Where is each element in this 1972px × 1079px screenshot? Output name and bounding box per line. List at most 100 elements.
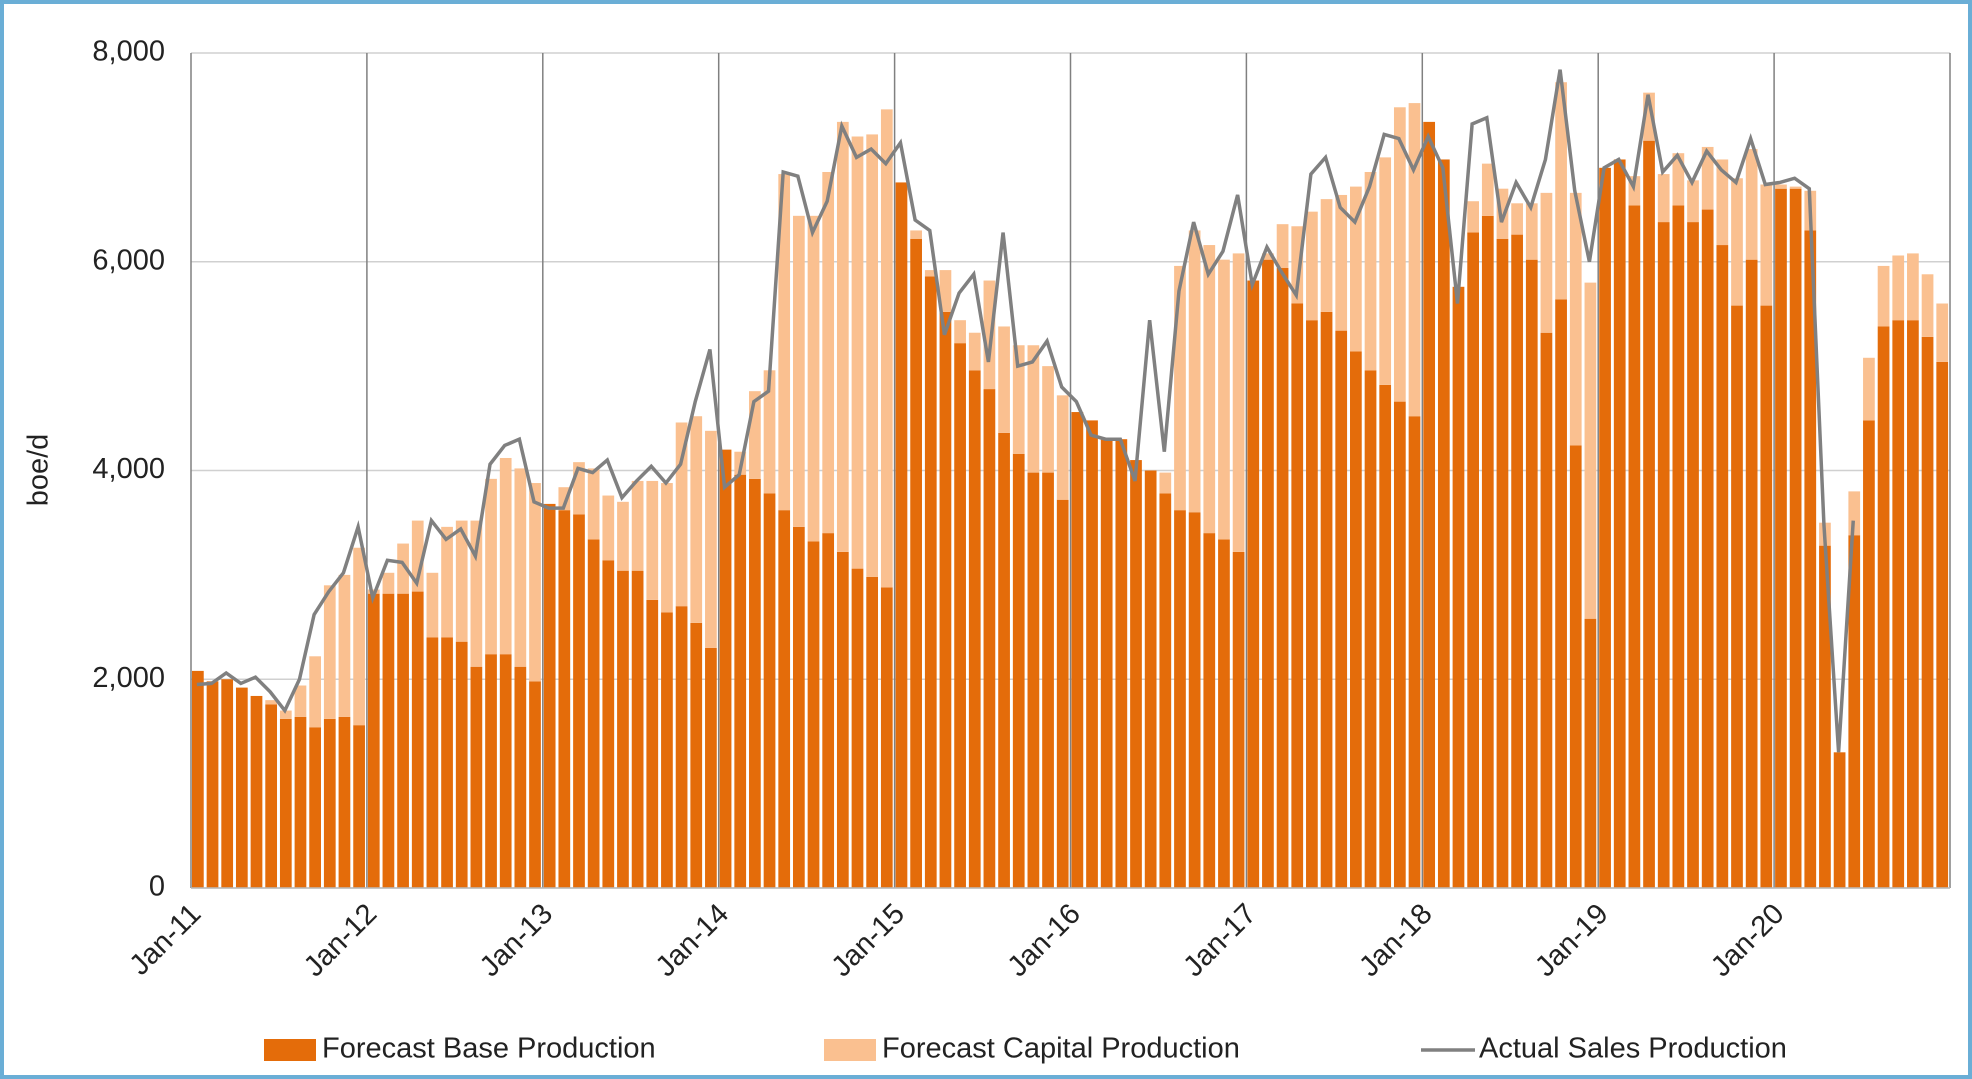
bar-segment	[323, 718, 336, 888]
bar-segment	[1540, 192, 1553, 333]
bar-segment	[382, 593, 395, 888]
bar-segment	[1027, 472, 1040, 888]
bar-segment	[1731, 178, 1743, 306]
bar-segment	[1481, 163, 1494, 216]
bar-segment	[1437, 159, 1450, 888]
bar-segment	[235, 687, 248, 888]
bar-segment	[1804, 230, 1817, 888]
bar-segment	[866, 576, 879, 888]
bar-segment	[1760, 184, 1773, 306]
bar-segment	[1159, 472, 1172, 494]
bar-segment	[1291, 303, 1304, 888]
bar-segment	[1936, 303, 1949, 362]
bar-segment	[1599, 167, 1611, 888]
bar-segment	[206, 681, 219, 888]
bar-segment	[763, 370, 776, 494]
bar-segment	[529, 483, 541, 682]
bar-segment	[485, 478, 497, 655]
bar-segment	[1042, 472, 1054, 888]
y-tick-label: 0	[149, 871, 165, 903]
bar-segment	[1613, 159, 1626, 888]
bar-segment	[1379, 157, 1392, 385]
bar-segment	[1907, 253, 1919, 321]
bar-segment	[558, 510, 571, 888]
bar-segment	[939, 270, 952, 312]
bar-segment	[294, 716, 307, 888]
bar-segment	[836, 121, 849, 552]
bar-segment	[353, 725, 365, 888]
bar-segment	[1188, 512, 1201, 888]
bar-segment	[309, 656, 321, 728]
bar-segment	[1393, 401, 1406, 888]
bar-segment	[631, 480, 644, 571]
bar-segment	[1203, 245, 1216, 534]
bar-segment	[1291, 226, 1304, 304]
bar-segment	[514, 468, 527, 667]
bar-segment	[1467, 201, 1480, 233]
bar-segment	[719, 449, 732, 888]
bar-segment	[1320, 311, 1333, 889]
bar-segment	[1819, 545, 1831, 888]
bar-segment	[514, 666, 527, 888]
bar-segment	[880, 587, 893, 888]
bar-segment	[543, 503, 556, 888]
bar-segment	[880, 109, 893, 588]
bar-segment	[1569, 192, 1582, 446]
bar-segment	[499, 457, 512, 655]
bar-segment	[675, 606, 688, 888]
bar-segment	[1423, 121, 1436, 888]
bar-segment	[1877, 326, 1890, 888]
bar-segment	[1130, 460, 1142, 888]
bar-segment	[749, 391, 761, 479]
bar-segment	[455, 520, 468, 642]
bar-segment	[983, 389, 996, 888]
bar-segment	[939, 311, 952, 889]
bar-segment	[1335, 330, 1348, 888]
bar-segment	[587, 468, 600, 540]
bar-segment	[1012, 345, 1025, 454]
bar-segment	[1525, 259, 1538, 889]
bar-segment	[807, 541, 820, 888]
bar-segment	[1936, 361, 1949, 888]
bar-segment	[250, 695, 263, 888]
bar-segment	[1555, 299, 1567, 888]
bar-segment	[646, 480, 659, 600]
bar-segment	[1159, 493, 1172, 888]
bar-segment	[1408, 103, 1421, 417]
bar-segment	[1657, 174, 1670, 223]
bar-segment	[441, 637, 453, 888]
bar-segment	[441, 526, 453, 638]
bar-segment	[1672, 153, 1685, 206]
bar-segment	[1848, 535, 1861, 888]
bar-segment	[426, 572, 439, 638]
bar-segment	[1672, 205, 1685, 888]
bar-segment	[1144, 470, 1157, 888]
bar-segment	[265, 704, 278, 888]
bar-segment	[221, 679, 234, 888]
bar-segment	[1247, 280, 1260, 889]
bar-segment	[1848, 491, 1861, 536]
bar-segment	[1555, 82, 1567, 300]
bar-segment	[426, 637, 439, 888]
bar-segment	[705, 430, 717, 648]
bar-segment	[1276, 268, 1289, 888]
bar-segment	[1408, 416, 1421, 888]
bar-segment	[1496, 188, 1509, 239]
bar-segment	[1701, 209, 1714, 888]
bar-segment	[338, 574, 351, 717]
bar-segment	[1745, 259, 1758, 889]
bar-segment	[397, 593, 409, 888]
bar-segment	[1892, 320, 1905, 888]
bar-segment	[1789, 188, 1802, 888]
bar-segment	[1262, 259, 1274, 889]
bar-segment	[1775, 184, 1787, 189]
bar-segment	[924, 276, 937, 888]
bar-segment	[1892, 255, 1905, 321]
bar-segment	[1467, 232, 1480, 888]
bar-segment	[411, 520, 424, 592]
bar-segment	[968, 370, 981, 888]
bar-segment	[1174, 265, 1186, 511]
bar-segment	[1731, 305, 1743, 888]
bar-segment	[1643, 92, 1655, 141]
bar-segment	[1760, 305, 1773, 888]
